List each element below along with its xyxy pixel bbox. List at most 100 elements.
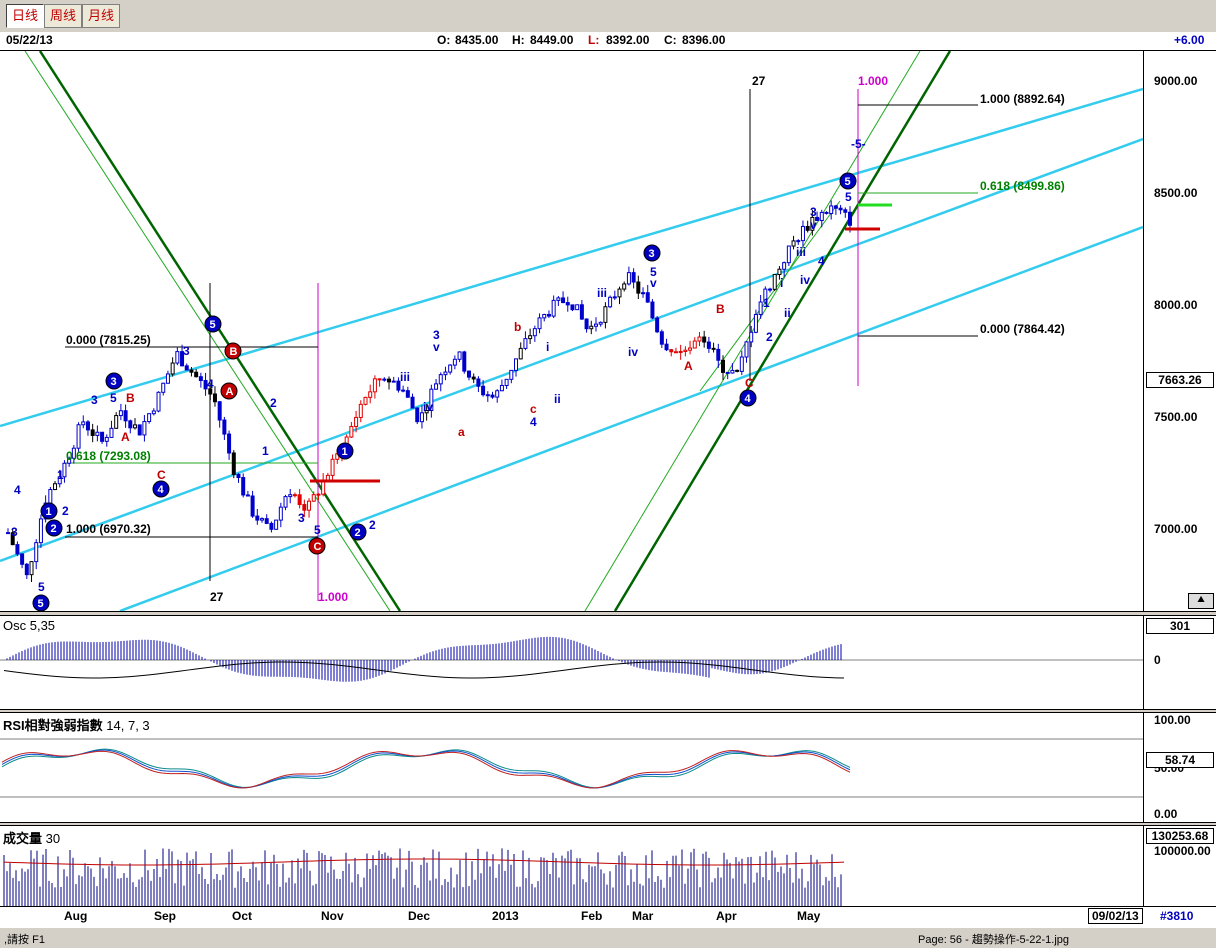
tab-bar: 日线 周线 月线 [0,0,1216,33]
candle-body [349,425,354,438]
fib-label: 1.000 (6970.32) [66,522,151,536]
candle-body [570,304,575,311]
osc-chart [0,636,1143,682]
wave-circle [220,382,238,400]
wave-label: 5 [110,391,117,405]
tab-weekly[interactable]: 周线 [44,4,82,28]
rsi-pane[interactable]: RSI相對強弱指數 14, 7, 3 [0,712,1143,823]
fib-label: 0.618 (7293.08) [66,449,151,463]
status-help: ,請按 F1 [4,934,45,946]
wave-circle-label: 1 [46,506,52,518]
candle-body [838,207,843,211]
candle-body [53,483,58,491]
wave-circle-label: C [314,541,322,553]
wave-circle-label: 2 [355,527,361,539]
candle-body [15,544,20,555]
price-pane[interactable]: 0.000 (7815.25) 0.618 (7293.08) 1.000 (697… [0,50,1144,613]
date-box[interactable]: 09/02/13 [1088,908,1143,924]
month-label: Apr [716,909,737,923]
candle-body [387,378,392,383]
month-label: Aug [64,909,88,923]
candle-body [716,348,721,361]
candle-body [368,391,373,398]
candle-body [490,394,495,398]
candle-body [95,431,100,436]
wave-label: iii [796,245,806,259]
candle-body [720,359,725,373]
candle-body [377,378,382,381]
candle-body [462,351,467,372]
wave-label: C [157,468,166,482]
wave-circle-label: 2 [51,523,57,535]
wave-label: 1 [763,296,770,310]
wave-circle [45,519,63,537]
candle-body [405,390,410,398]
candle-body [241,477,246,496]
candle-body [848,211,852,226]
candle-body [786,245,791,264]
candle-body [692,340,697,349]
wave-label: a [458,425,465,439]
candle-body [659,331,664,345]
candle-body [302,504,307,511]
tab-daily[interactable]: 日线 [6,4,44,28]
fan-line [38,50,402,612]
candle-body [231,452,236,475]
candle-body [617,288,622,298]
candle-body [255,515,260,521]
wave-label: C [745,376,754,390]
candle-body [227,433,232,454]
month-label: Oct [232,909,253,923]
candle-body [20,553,25,565]
high-value: 8449.00 [530,33,574,47]
candle-body [551,299,556,317]
candle-body [589,325,594,330]
candle-body [796,240,801,243]
wave-label: 3 [433,328,440,342]
fib-label: 0.000 (7815.25) [66,333,151,347]
wave-circle [152,480,170,498]
wave-label: 4 [530,415,537,429]
fan-line [584,50,921,612]
volume-pane[interactable]: 成交量 30 [0,825,1143,906]
wave-label: 4 [207,377,214,391]
candle-body [264,518,269,524]
candle-body [274,519,279,530]
trend-channel-line [119,225,1144,613]
month-label: May [797,909,821,923]
zoom-icon[interactable]: ⛰ [1188,593,1214,609]
fan-line [24,50,391,612]
candle-body [278,506,283,521]
candle-body [768,288,773,291]
status-bar: ,請按 F1 Page: 56 - 趨勢操作-5-22-1.jpg [0,928,1216,948]
wave-label: ii [784,306,791,320]
candle-body [100,431,105,442]
price-tick: 9000.00 [1154,74,1198,88]
candle-body [396,380,401,391]
candle-body [561,297,566,304]
price-tick: 8500.00 [1154,186,1198,200]
candle-body [156,391,161,412]
osc-pane[interactable]: Osc 5,35 [0,615,1143,710]
candle-body [815,216,820,222]
tab-monthly[interactable]: 月线 [82,4,120,28]
candle-body [147,413,152,423]
candle-body [429,388,434,412]
volume-chart [3,848,845,906]
wave-label: i [780,276,783,290]
month-label: Dec [408,909,431,923]
candle-body [749,331,754,343]
candle-body [62,462,67,478]
wave-label: 1 [57,468,64,482]
candle-body [250,495,255,517]
candle-body [137,424,142,436]
candle-body [372,378,377,393]
candle-body [819,211,824,222]
candle-body [457,351,462,360]
time-count-label: 27 [210,590,224,604]
candle-body [260,518,265,521]
rsi-tick: 0.00 [1154,807,1178,821]
candle-body [645,292,650,303]
price-axis[interactable]: 9000.00 8500.00 8000.00 7500.00 7000.00 … [1143,51,1216,612]
date-axis[interactable]: Aug Sep Oct Nov Dec 2013 Feb Mar Apr May… [0,906,1216,928]
